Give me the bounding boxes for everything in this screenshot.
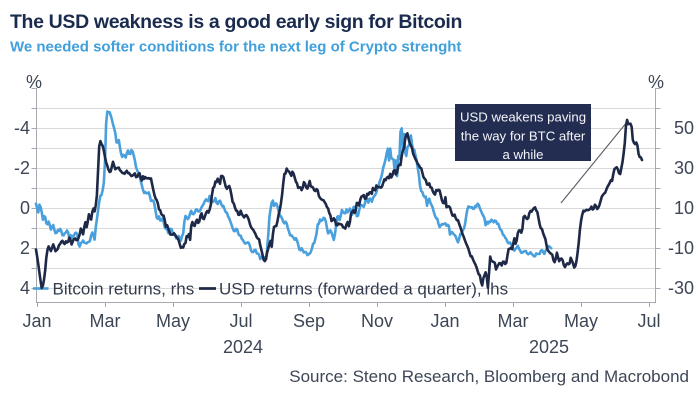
svg-text:30: 30 (674, 158, 694, 178)
svg-text:%: % (648, 72, 664, 92)
svg-text:4: 4 (20, 278, 30, 298)
svg-text:Jul: Jul (637, 311, 660, 331)
svg-text:Source: Steno Research, Bloomb: Source: Steno Research, Bloomberg and Ma… (289, 367, 689, 386)
svg-text:10: 10 (674, 198, 694, 218)
svg-text:2024: 2024 (223, 337, 263, 357)
svg-text:Sep: Sep (293, 311, 325, 331)
svg-text:Bitcoin returns, rhs: Bitcoin returns, rhs (53, 280, 195, 299)
svg-text:50: 50 (674, 118, 694, 138)
svg-text:The USD weakness is a good ear: The USD weakness is a good early sign fo… (10, 11, 462, 33)
svg-text:USD returns (forwarded a quart: USD returns (forwarded a quarter), lhs (219, 280, 508, 299)
svg-text:Jan: Jan (430, 311, 459, 331)
svg-text:Mar: Mar (498, 311, 529, 331)
svg-text:-4: -4 (14, 118, 30, 138)
svg-text:-2: -2 (14, 158, 30, 178)
svg-text:Mar: Mar (90, 311, 121, 331)
svg-text:Jan: Jan (22, 311, 51, 331)
svg-text:-10: -10 (668, 238, 694, 258)
svg-text:the way for BTC after: the way for BTC after (461, 129, 586, 144)
svg-text:USD weakens paving: USD weakens paving (460, 110, 586, 125)
svg-text:-30: -30 (668, 278, 694, 298)
svg-text:2: 2 (20, 238, 30, 258)
svg-text:May: May (564, 311, 598, 331)
svg-text:%: % (26, 72, 42, 92)
svg-text:2025: 2025 (529, 337, 569, 357)
svg-text:0: 0 (20, 198, 30, 218)
svg-text:Jul: Jul (229, 311, 252, 331)
svg-text:a while: a while (502, 147, 543, 162)
svg-text:Nov: Nov (361, 311, 393, 331)
svg-text:May: May (156, 311, 190, 331)
svg-text:We needed softer conditions fo: We needed softer conditions for the next… (10, 39, 461, 56)
